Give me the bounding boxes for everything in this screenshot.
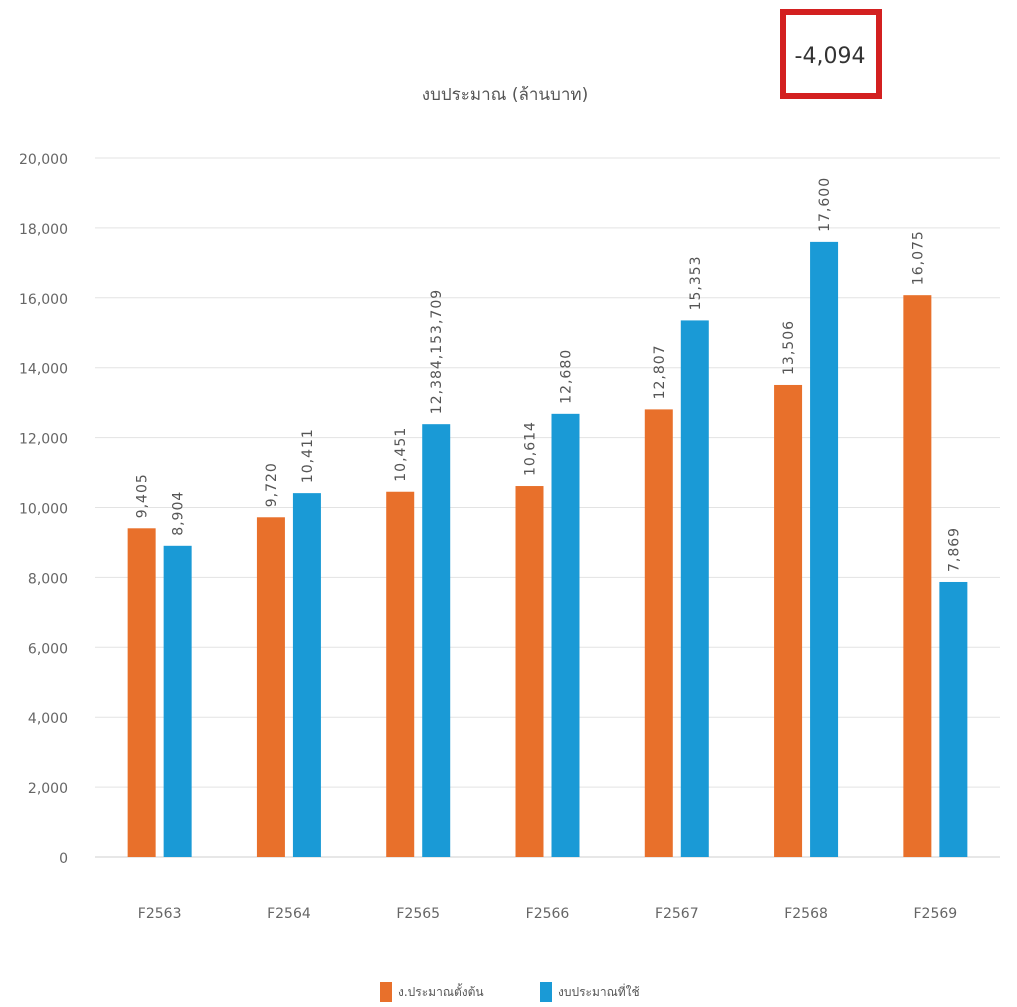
chart-title: งบประมาณ (ล้านบาท)	[422, 85, 588, 105]
x-tick-label: F2567	[655, 906, 699, 922]
bar-used-F2569	[939, 581, 968, 857]
bar-used-F2563	[163, 545, 192, 857]
data-label: 12,680	[559, 349, 575, 404]
y-tick-label: 0	[59, 851, 68, 867]
y-tick-label: 10,000	[19, 502, 68, 518]
y-tick-label: 4,000	[28, 711, 68, 727]
legend-label-initial: ง.ประมาณตั้งต้น	[398, 983, 484, 999]
data-label: 10,451	[393, 427, 409, 482]
data-label: 9,405	[135, 473, 151, 518]
data-label: 9,720	[264, 462, 280, 507]
data-label: 7,869	[946, 527, 962, 572]
data-label: 17,600	[817, 177, 833, 232]
y-tick-label: 18,000	[19, 222, 68, 238]
x-tick-label: F2568	[784, 906, 828, 922]
data-label: 12,384,153,709	[429, 289, 445, 414]
data-label: 8,904	[171, 491, 187, 536]
x-tick-label: F2563	[138, 906, 182, 922]
data-labels: 9,405 8,904 9,720 10,411 10,451 12,384,153,70…	[135, 177, 963, 572]
legend: ง.ประมาณตั้งต้น งบประมาณที่ใช้	[380, 982, 640, 1002]
legend-swatch-used	[540, 982, 552, 1002]
bar-initial-F2565	[386, 491, 415, 857]
legend-swatch-initial	[380, 982, 392, 1002]
x-axis-ticks: F2563 F2564 F2565 F2566 F2567 F2568 F2569	[138, 906, 957, 922]
bar-initial-F2563	[127, 528, 156, 857]
y-axis-ticks: 0 2,000 4,000 6,000 8,000 10,000 12,000 14,000 1…	[19, 152, 68, 867]
bar-initial-F2567	[644, 409, 673, 857]
data-label: 15,353	[688, 255, 704, 310]
gridlines	[95, 157, 1000, 858]
y-tick-label: 20,000	[19, 152, 68, 168]
x-tick-label: F2566	[526, 906, 570, 922]
bar-used-F2568	[810, 241, 839, 857]
bar-used-F2566	[551, 413, 580, 857]
y-tick-label: 12,000	[19, 432, 68, 448]
data-label: 10,614	[523, 421, 539, 476]
data-label: 13,506	[781, 320, 797, 375]
y-tick-label: 8,000	[28, 571, 68, 587]
y-tick-label: 16,000	[19, 292, 68, 308]
bar-used-F2564	[292, 493, 321, 857]
x-tick-label: F2565	[396, 906, 440, 922]
y-tick-label: 2,000	[28, 781, 68, 797]
data-label: 16,075	[910, 230, 926, 285]
annotation-value: -4,094	[795, 44, 866, 69]
y-tick-label: 14,000	[19, 362, 68, 378]
data-label: 10,411	[300, 428, 316, 483]
data-label: 12,807	[652, 344, 668, 399]
y-tick-label: 6,000	[28, 641, 68, 657]
x-tick-label: F2569	[914, 906, 958, 922]
bar-initial-F2564	[256, 517, 285, 857]
bar-initial-F2568	[774, 384, 803, 857]
annotation-box	[780, 9, 882, 99]
bars	[127, 241, 968, 858]
bar-used-F2567	[680, 320, 709, 857]
bar-used-F2565	[422, 424, 451, 857]
bar-initial-F2569	[903, 295, 932, 858]
x-tick-label: F2564	[267, 906, 311, 922]
bar-initial-F2566	[515, 486, 544, 857]
legend-label-used: งบประมาณที่ใช้	[558, 983, 640, 999]
